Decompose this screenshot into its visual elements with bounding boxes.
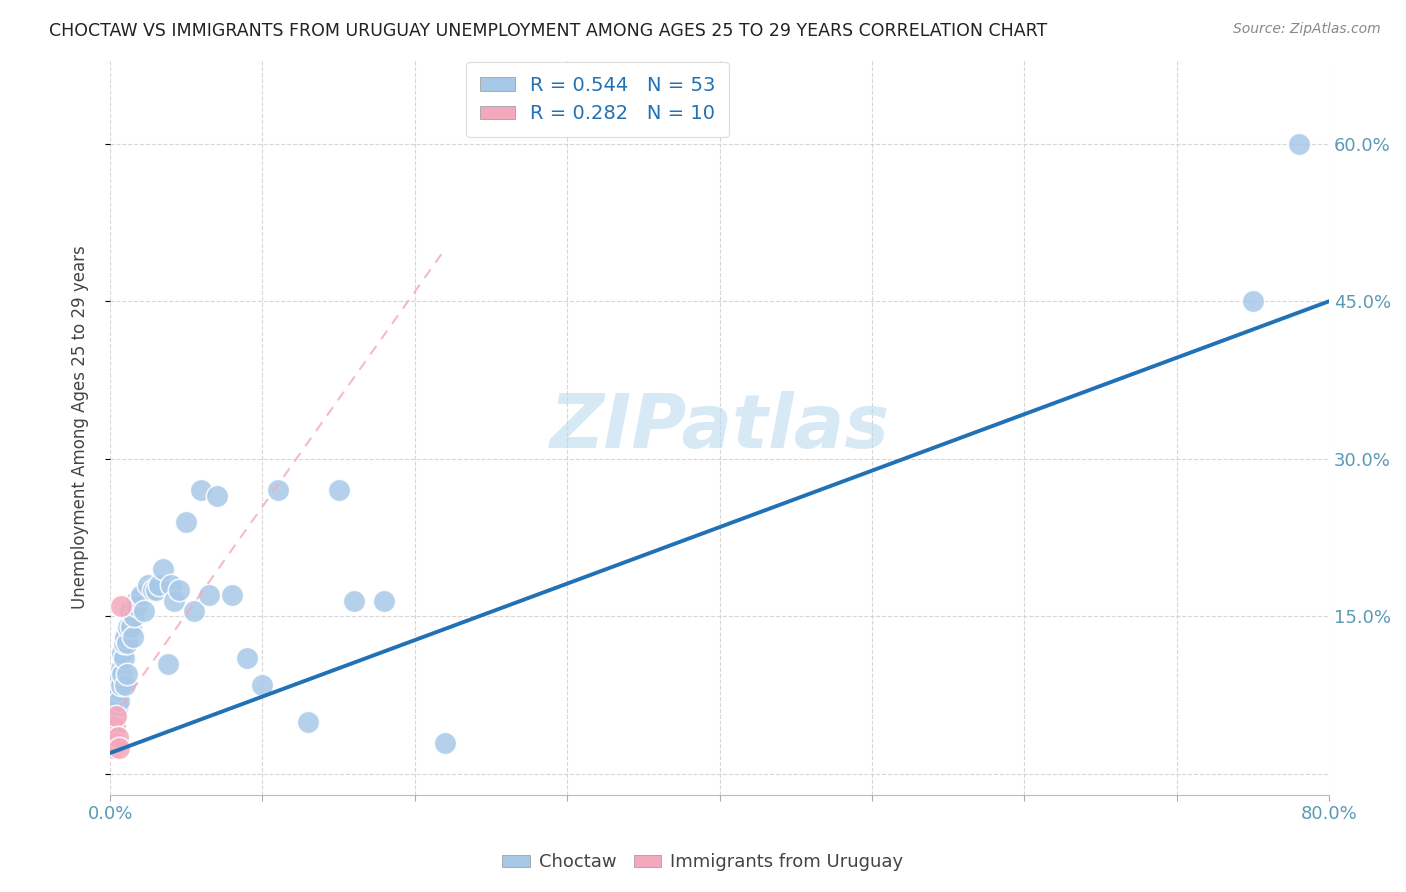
Point (1241, 294, 1264, 309)
Text: CHOCTAW VS IMMIGRANTS FROM URUGUAY UNEMPLOYMENT AMONG AGES 25 TO 29 YEARS CORREL: CHOCTAW VS IMMIGRANTS FROM URUGUAY UNEMP… (49, 22, 1047, 40)
Point (190, 483, 212, 498)
Point (104, 720, 127, 734)
Point (198, 589, 221, 603)
Point (107, 731, 129, 745)
Point (145, 583, 167, 598)
Point (125, 593, 148, 607)
Point (100, 735, 122, 749)
Point (297, 714, 319, 729)
Point (101, 740, 124, 755)
Point (105, 709, 128, 723)
Point (127, 599, 149, 613)
Point (115, 636, 138, 650)
Point (328, 483, 350, 498)
Legend: Choctaw, Immigrants from Uruguay: Choctaw, Immigrants from Uruguay (495, 847, 911, 879)
Point (156, 657, 179, 671)
Point (120, 620, 142, 634)
Point (152, 562, 174, 576)
Point (107, 698, 129, 713)
Point (104, 714, 127, 729)
Text: Source: ZipAtlas.com: Source: ZipAtlas.com (1233, 22, 1381, 37)
Point (132, 604, 155, 618)
Point (174, 515, 197, 529)
Point (1288, 136, 1310, 151)
Point (101, 731, 124, 745)
Point (343, 593, 366, 607)
Point (183, 604, 205, 618)
Point (136, 578, 159, 592)
Point (104, 735, 127, 749)
Point (107, 683, 129, 698)
Point (105, 688, 128, 702)
Point (118, 604, 141, 618)
Point (122, 631, 145, 645)
Point (124, 609, 146, 624)
Point (111, 646, 134, 660)
Point (266, 483, 288, 498)
Point (114, 678, 136, 692)
Point (142, 583, 165, 598)
Point (104, 698, 127, 713)
Point (110, 678, 132, 692)
Point (205, 489, 228, 503)
Point (221, 589, 243, 603)
Point (110, 662, 132, 676)
Point (112, 636, 135, 650)
Point (105, 709, 128, 723)
Point (114, 631, 136, 645)
Point (148, 578, 170, 592)
Point (434, 735, 457, 749)
Point (373, 593, 395, 607)
Point (105, 735, 128, 749)
Point (111, 667, 134, 681)
Point (160, 578, 183, 592)
Point (115, 667, 138, 681)
Point (101, 725, 124, 739)
Y-axis label: Unemployment Among Ages 25 to 29 years: Unemployment Among Ages 25 to 29 years (72, 245, 89, 609)
Point (108, 673, 131, 687)
Point (108, 693, 131, 707)
Legend: R = 0.544   N = 53, R = 0.282   N = 10: R = 0.544 N = 53, R = 0.282 N = 10 (465, 62, 730, 136)
Point (129, 589, 152, 603)
Text: ZIPatlas: ZIPatlas (550, 391, 890, 464)
Point (110, 599, 132, 613)
Point (167, 583, 190, 598)
Point (117, 620, 139, 634)
Point (252, 678, 274, 692)
Point (163, 593, 186, 607)
Point (108, 740, 131, 755)
Point (112, 651, 135, 665)
Point (236, 651, 259, 665)
